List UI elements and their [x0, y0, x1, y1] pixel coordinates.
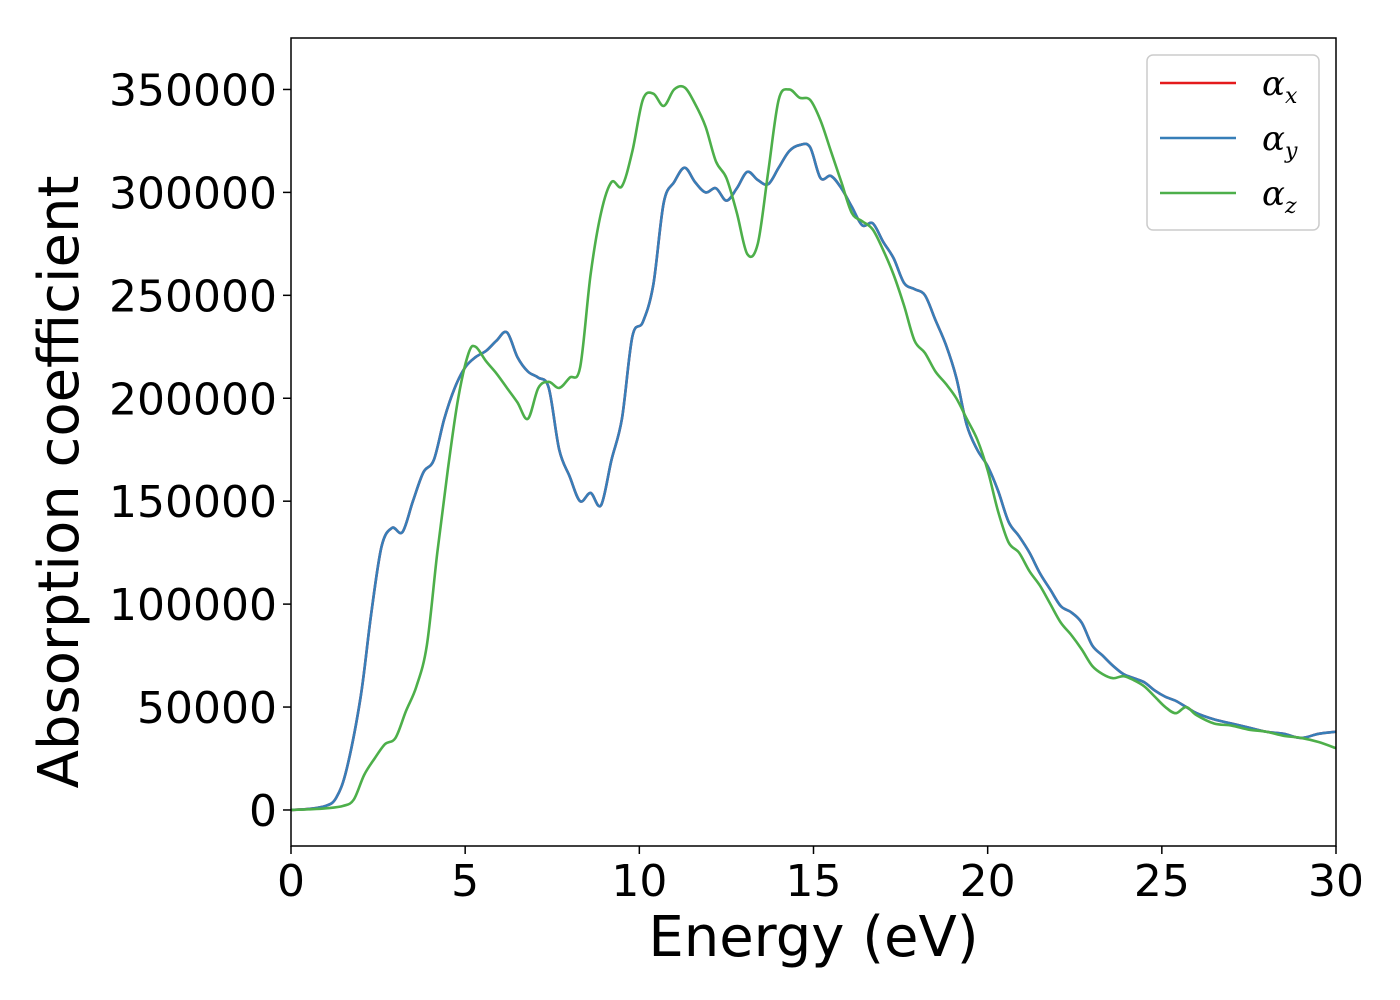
y-tick-label: 50000 — [137, 683, 277, 734]
y-tick-label: 200000 — [109, 374, 277, 425]
series-line-y — [291, 142, 1336, 812]
x-tick-label: 25 — [1134, 856, 1190, 907]
x-axis-title: Energy (eV) — [648, 905, 978, 970]
x-tick-label: 0 — [277, 856, 305, 907]
y-tick-label: 150000 — [109, 477, 277, 528]
legend-subscript: x — [1285, 84, 1298, 109]
legend-box — [1146, 54, 1320, 231]
legend-label-y: αy — [1262, 119, 1298, 164]
y-axis-title: Absorption coefficient — [27, 176, 92, 789]
y-tick-label: 300000 — [109, 168, 277, 219]
x-tick-label: 30 — [1308, 856, 1364, 907]
y-tick-label: 250000 — [109, 271, 277, 322]
y-axis-ticks: 0 50000 100000 150000 200000 250000 300000 3500… — [109, 65, 291, 837]
x-axis-ticks: 0 5 10 15 20 25 30 — [277, 846, 1364, 907]
x-tick-label: 20 — [960, 856, 1016, 907]
legend-subscript: y — [1284, 139, 1298, 164]
legend-symbol: α — [1262, 174, 1285, 214]
y-tick-label: 0 — [249, 786, 277, 837]
series-line-z — [291, 84, 1336, 812]
legend-label-x: αx — [1262, 64, 1298, 109]
x-tick-label: 15 — [786, 856, 842, 907]
legend-symbol: α — [1262, 64, 1285, 104]
y-tick-label: 350000 — [109, 65, 277, 116]
y-tick-label: 100000 — [109, 580, 277, 631]
legend-symbol: α — [1262, 119, 1285, 159]
legend-subscript: z — [1284, 194, 1297, 219]
x-tick-label: 5 — [451, 856, 479, 907]
series-lines — [291, 84, 1336, 812]
legend-label-z: αz — [1262, 174, 1297, 219]
x-tick-label: 10 — [611, 856, 667, 907]
